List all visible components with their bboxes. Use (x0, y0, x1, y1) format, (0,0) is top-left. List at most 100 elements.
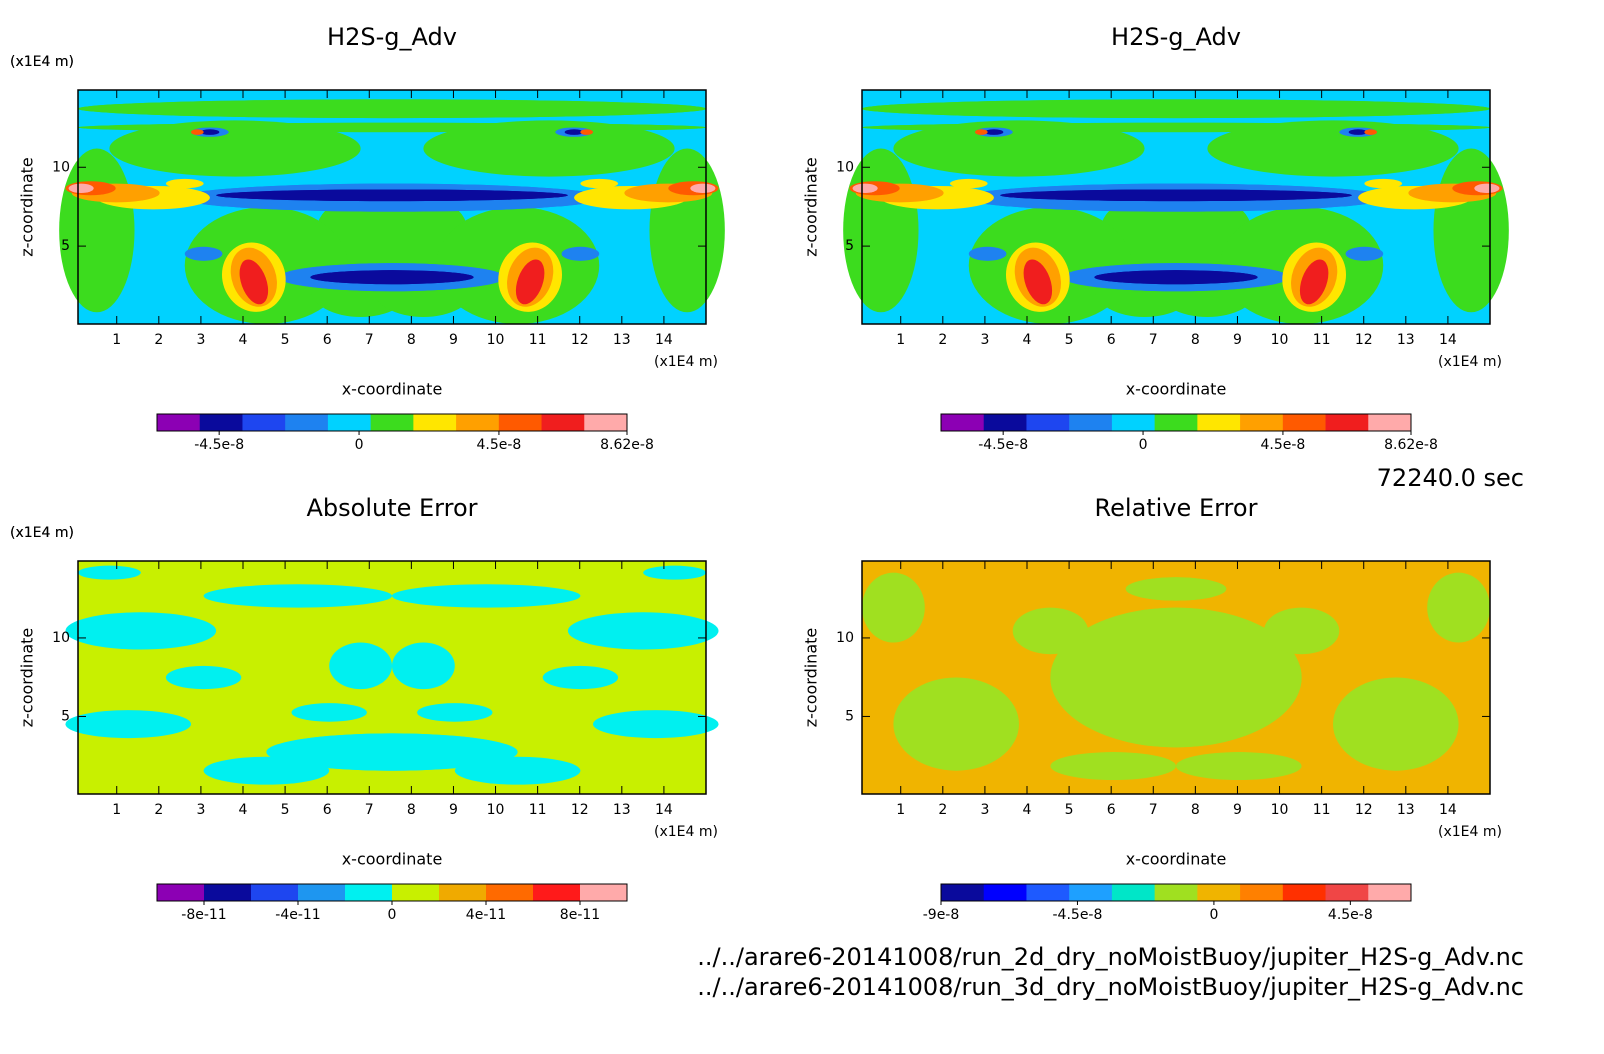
contour-region (1364, 178, 1403, 189)
colorbar-segment (498, 414, 543, 431)
x-tick-label: 6 (1107, 802, 1116, 818)
x-tick-label: 9 (1233, 802, 1242, 818)
colorbar-segment (941, 884, 985, 901)
contour-field (59, 90, 725, 324)
colorbar-segment (1069, 414, 1113, 431)
contour-region (65, 710, 192, 739)
x-unit: (x1E4 m) (1438, 824, 1502, 840)
colorbar-tick-label: 4.5e-8 (477, 437, 522, 453)
colorbar-tick-label: -4.5e-8 (978, 437, 1028, 453)
x-tick-label: 10 (1271, 332, 1289, 348)
colorbar-tick-label: 0 (1209, 907, 1218, 923)
contour-region (580, 129, 593, 135)
y-tick-label: 10 (836, 159, 854, 175)
contour-region (310, 270, 474, 285)
colorbar-segment (251, 884, 299, 901)
x-tick-label: 13 (613, 802, 631, 818)
contour-region (975, 129, 988, 135)
x-axis-label: x-coordinate (1126, 380, 1227, 399)
x-tick-label: 9 (449, 802, 458, 818)
colorbar-segment (580, 884, 628, 901)
y-tick-label: 5 (845, 708, 854, 724)
x-tick-label: 12 (1355, 802, 1373, 818)
colorbar-tick-label: 8e-11 (560, 907, 600, 923)
x-tick-label: 1 (896, 802, 905, 818)
x-tick-label: 9 (1233, 332, 1242, 348)
y-tick-label: 5 (61, 708, 70, 724)
colorbar-segment (983, 414, 1027, 431)
contour-region (862, 99, 1490, 119)
y-axis-label: z-coordinate (802, 628, 821, 728)
contour-region (423, 120, 675, 177)
x-tick-label: 4 (239, 332, 248, 348)
x-tick-label: 10 (1271, 802, 1289, 818)
x-tick-label: 1 (112, 332, 121, 348)
contour-region (893, 120, 1145, 177)
colorbar-segment (157, 414, 201, 431)
colorbar-segment (1111, 884, 1156, 901)
colorbar-segment (1240, 884, 1284, 901)
x-axis-label: x-coordinate (342, 380, 443, 399)
colorbar-tick-label: -4.5e-8 (1053, 907, 1103, 923)
contour-region (1427, 572, 1490, 643)
colorbar-segment (345, 884, 393, 901)
colorbar-segment (1111, 414, 1156, 431)
x-tick-label: 10 (487, 332, 505, 348)
x-unit: (x1E4 m) (654, 824, 718, 840)
colorbar-segment (242, 414, 286, 431)
y-tick-label: 10 (52, 630, 70, 646)
contour-field (862, 561, 1490, 794)
contour-region (843, 148, 919, 313)
contour-region (1023, 259, 1053, 305)
colorbar-segment (1154, 884, 1198, 901)
contour-region (291, 703, 367, 722)
colorbar-segment (584, 414, 628, 431)
contour-region (191, 129, 204, 135)
colorbar-segment (941, 414, 985, 431)
x-unit: (x1E4 m) (654, 354, 718, 370)
x-tick-label: 8 (407, 802, 416, 818)
contour-region (852, 183, 878, 193)
x-tick-label: 11 (1313, 802, 1331, 818)
x-tick-label: 2 (154, 332, 163, 348)
x-tick-label: 7 (1149, 332, 1158, 348)
x-tick-label: 11 (529, 332, 547, 348)
contour-region (968, 246, 1007, 261)
colorbar-segment (1240, 414, 1284, 431)
colorbar-segment (533, 884, 581, 901)
colorbar-segment (199, 414, 243, 431)
contour-region (592, 710, 719, 739)
contour-region (984, 129, 1004, 135)
y-tick-label: 10 (52, 159, 70, 175)
x-tick-label: 8 (1191, 802, 1200, 818)
colorbar-tick-label: 8.62e-8 (600, 437, 654, 453)
colorbar-segment (204, 884, 252, 901)
x-tick-label: 13 (1397, 802, 1415, 818)
contour-region (200, 129, 220, 135)
contour-region (564, 129, 584, 135)
y-axis-label: z-coordinate (802, 157, 821, 257)
contour-region (68, 183, 94, 193)
colorbar-tick-label: 0 (388, 907, 397, 923)
colorbar-segment (541, 414, 585, 431)
contour-region (329, 642, 392, 690)
colorbar-segment (1325, 884, 1369, 901)
contour-region (643, 565, 706, 580)
x-tick-label: 14 (1439, 332, 1457, 348)
colorbar-segment (1368, 414, 1412, 431)
colorbar-tick-label: -8e-11 (181, 907, 226, 923)
x-tick-label: 4 (1023, 332, 1032, 348)
panel-title: H2S-g_Adv (1111, 23, 1241, 51)
contour-region (1263, 607, 1340, 655)
contour-region (649, 148, 725, 313)
contour-field (65, 561, 719, 794)
colorbar-tick-label: 0 (355, 437, 364, 453)
x-tick-label: 7 (365, 332, 374, 348)
plot-frame (861, 89, 1491, 325)
contour-region (165, 665, 242, 690)
contour-region (862, 572, 925, 643)
contour-region (893, 677, 1019, 771)
contour-region (1345, 246, 1384, 261)
colorbar-tick-label: 4.5e-8 (1261, 437, 1306, 453)
y-unit: (x1E4 m) (10, 525, 74, 541)
